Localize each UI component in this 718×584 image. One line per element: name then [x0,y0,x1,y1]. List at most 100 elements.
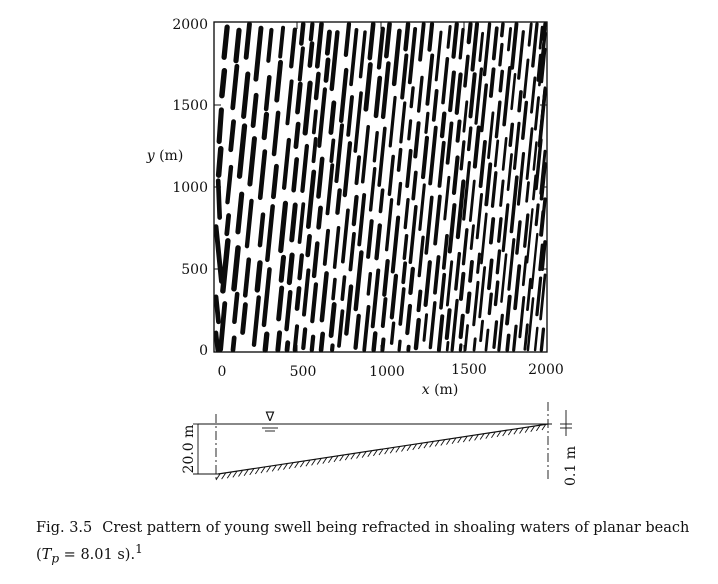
crest-streak [506,153,513,192]
crest-streak [462,100,469,133]
crest-streak [236,123,248,179]
crest-streak [476,252,481,274]
hatch-mark [519,427,524,434]
crest-streak [297,253,304,281]
crest-streak [301,327,308,351]
hatch-mark [288,462,294,470]
crest-streak [444,308,452,340]
crest-streak [372,130,379,163]
crest-streak [510,22,519,70]
x-tick-label: 500 [290,364,317,380]
y-tick-label: 1500 [172,98,208,114]
crest-streak [265,204,275,263]
crest-streak [378,188,385,214]
crest-streak [353,250,364,312]
crest-streak [484,162,493,207]
x-tick-label: 0 [218,364,227,380]
crest-streak [501,137,508,171]
crest-streak [308,21,315,42]
crest-streak [215,178,223,220]
crest-streak [371,331,378,353]
crest-streak [416,75,424,113]
crest-streak [530,232,539,290]
crest-streak [468,72,477,119]
crest-streak [278,200,289,254]
crest-streak [492,320,499,349]
crest-streak [448,70,456,113]
y-axis [214,21,547,353]
crest-streak [343,21,352,58]
crest-streak [317,87,327,148]
crest-streak [505,333,511,352]
crest-streak [484,328,490,352]
crest-streak [431,89,439,122]
hatch-mark [361,451,367,458]
crest-streak [374,223,382,261]
hatch-mark [423,441,429,449]
crest-streak [228,119,236,153]
crest-streak [411,170,418,201]
crest-streak [405,148,413,189]
crest-streak [466,126,473,152]
crest-streak [539,149,547,195]
crest-streak [241,71,251,119]
crest-streak [253,25,264,82]
figure-caption: Fig. 3.5 Crest pattern of young swell bei… [36,518,696,570]
crest-streak [286,252,295,286]
hatch-mark [283,463,288,470]
hatch-mark [260,466,266,474]
crest-streak [353,313,361,350]
hatch-mark [322,457,328,464]
crest-streak [319,271,329,323]
crest-streak [213,294,221,325]
seabed-hatching [215,423,547,481]
crest-streak [363,62,373,112]
crest-streak [328,100,337,135]
crest-streak [437,140,446,188]
crest-streak [487,292,493,316]
crest-streak [271,163,279,200]
crest-streak [441,57,450,105]
hatch-mark [266,465,271,473]
crest-streak [353,91,363,153]
hatch-mark [457,436,463,444]
tp-symbol: T [41,546,52,563]
crest-streak [397,339,402,352]
hatch-mark [536,424,541,432]
crest-streak [388,95,397,148]
hatch-mark [446,438,451,445]
hatch-mark [333,455,339,463]
crest-streak [251,295,261,347]
crest-streak [402,234,409,260]
crest-streak [470,21,480,72]
crest-streak [384,21,392,59]
crest-streak [472,337,477,352]
crest-streak [446,25,452,49]
crest-streak [416,289,423,313]
hatch-mark [238,470,243,477]
crest-streak [538,25,544,50]
crest-streak [380,337,386,353]
hatch-mark [401,445,406,452]
crest-streak [472,280,480,327]
crest-streak [495,249,502,275]
crest-streak [455,119,462,143]
crest-streak [539,273,547,321]
crest-streak [424,111,430,134]
hatch-mark [496,430,502,438]
crest-streak [275,330,283,353]
crest-streak [328,302,337,338]
hatch-mark [221,472,226,480]
crest-streak [538,27,547,87]
hatch-mark [389,447,395,454]
crest-streak [284,340,291,353]
crest-streak [266,27,274,63]
crest-streak [420,135,430,180]
crest-streak [428,301,437,350]
crest-streak [318,331,326,353]
hatch-mark [243,469,249,476]
crest-streak [400,53,409,100]
crest-streak [501,203,510,253]
crest-streak [305,169,317,229]
crest-streak [213,224,224,284]
